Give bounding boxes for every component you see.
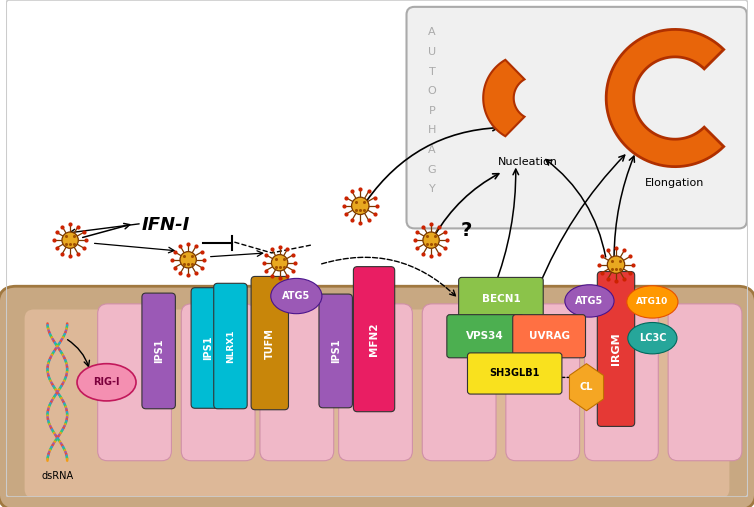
Text: O: O [428,86,437,96]
FancyBboxPatch shape [354,267,394,412]
Text: T: T [429,66,436,77]
Text: BECN1: BECN1 [482,294,520,304]
Text: IRGM: IRGM [611,333,621,365]
Text: A: A [428,27,436,38]
Ellipse shape [271,278,322,314]
FancyBboxPatch shape [191,287,225,408]
Text: ATG10: ATG10 [636,298,669,306]
Circle shape [180,251,196,268]
Polygon shape [483,60,525,136]
Text: UVRAG: UVRAG [529,331,569,341]
Circle shape [423,232,440,248]
Text: MFN2: MFN2 [369,322,379,356]
Polygon shape [569,364,603,411]
FancyBboxPatch shape [467,353,562,394]
FancyBboxPatch shape [98,304,171,461]
Circle shape [607,256,625,273]
FancyBboxPatch shape [458,277,543,320]
FancyBboxPatch shape [422,304,496,461]
Text: H: H [428,125,437,135]
Text: Nucleation: Nucleation [498,157,557,167]
FancyBboxPatch shape [24,309,730,499]
Text: ?: ? [461,221,472,240]
Ellipse shape [628,322,677,354]
Ellipse shape [627,286,678,318]
Text: A: A [428,145,436,155]
FancyBboxPatch shape [181,304,255,461]
Circle shape [271,255,288,271]
Text: Y: Y [429,184,436,194]
FancyBboxPatch shape [406,7,746,228]
Text: LC3C: LC3C [639,333,666,343]
Text: NLRX1: NLRX1 [226,329,235,363]
FancyBboxPatch shape [513,315,586,358]
FancyBboxPatch shape [668,304,742,461]
FancyBboxPatch shape [0,286,754,507]
Text: RIG-I: RIG-I [93,377,120,387]
Text: VPS34: VPS34 [466,331,504,341]
FancyBboxPatch shape [260,304,334,461]
FancyBboxPatch shape [251,276,289,410]
FancyBboxPatch shape [584,304,658,461]
Text: P: P [429,106,436,116]
Text: CL: CL [580,382,593,392]
FancyBboxPatch shape [506,304,580,461]
FancyBboxPatch shape [213,283,247,409]
Circle shape [62,232,78,248]
Ellipse shape [565,285,614,317]
Text: TUFM: TUFM [265,328,274,358]
Circle shape [351,197,369,214]
Text: dsRNA: dsRNA [41,470,73,481]
Ellipse shape [77,364,136,401]
Text: U: U [428,47,436,57]
FancyBboxPatch shape [319,294,352,408]
Text: IPS1: IPS1 [203,336,213,360]
Text: IPS1: IPS1 [331,339,341,363]
FancyBboxPatch shape [339,304,412,461]
Text: SH3GLB1: SH3GLB1 [489,369,540,379]
FancyBboxPatch shape [447,315,523,358]
Text: IPS1: IPS1 [154,339,164,363]
Text: ATG5: ATG5 [282,291,311,301]
Text: IFN-I: IFN-I [141,216,190,234]
Text: ATG5: ATG5 [575,296,603,306]
Text: Elongation: Elongation [645,178,705,189]
Text: G: G [428,165,437,174]
FancyBboxPatch shape [597,272,635,426]
FancyBboxPatch shape [142,293,176,409]
Polygon shape [606,29,724,167]
